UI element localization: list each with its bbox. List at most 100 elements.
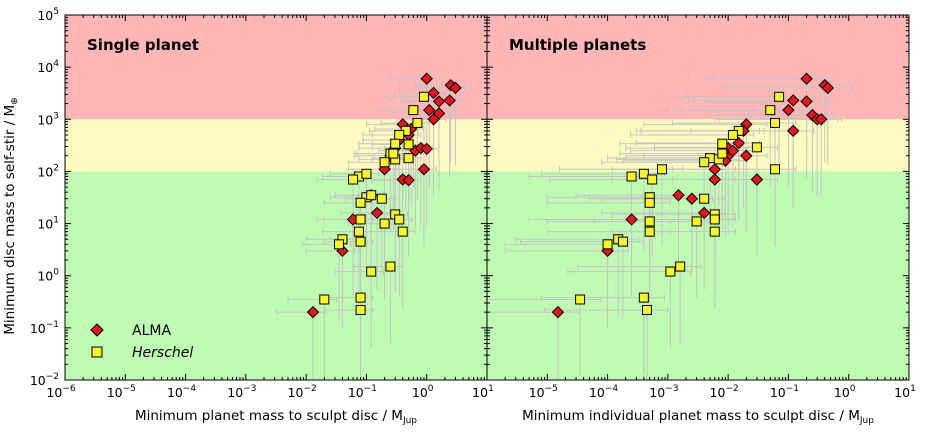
panel-title: Single planet	[87, 36, 199, 54]
point-alma-5	[782, 103, 795, 117]
point-herschel-22	[644, 216, 655, 227]
point-herschel-30	[575, 294, 586, 305]
point-alma-9	[786, 124, 800, 138]
point-herschel-0	[418, 91, 429, 102]
point-herschel-29	[385, 261, 396, 272]
point-alma-16	[726, 144, 740, 157]
x-tick-label: 101	[894, 384, 916, 400]
panel-multiple-planets: 10−5 10−4 10−3 10−2 10−1 100 101 Multiple plan…	[486, 14, 916, 426]
x-axis-label-sub: Jup	[859, 416, 874, 426]
point-herschel-8	[699, 157, 710, 168]
y-axis-label: Minimum disc mass to self-stir / M⊕	[2, 97, 20, 334]
point-herschel-27	[617, 236, 628, 247]
y-tick-label: 100	[37, 268, 59, 284]
y-tick-label: 105	[37, 7, 59, 23]
point-alma-3	[800, 95, 813, 108]
point-alma-2	[449, 81, 462, 95]
point-alma-13	[740, 149, 753, 162]
x-tick-label: 100	[412, 384, 434, 400]
point-herschel-23	[353, 226, 364, 237]
point-herschel-3	[412, 117, 423, 128]
point-alma-0	[800, 72, 813, 85]
point-herschel-31	[355, 292, 366, 303]
x-tick-label: 10−5	[107, 384, 136, 400]
point-alma-20	[750, 173, 764, 186]
point-herschel-6	[403, 139, 414, 150]
y-tick-label: 102	[37, 163, 59, 179]
point-herschel-13	[638, 168, 649, 179]
point-herschel-1	[765, 105, 776, 116]
point-herschel-23	[644, 226, 655, 237]
x-tick-label: 10−4	[167, 384, 196, 400]
legend: ALMA Herschel	[90, 323, 193, 361]
point-herschel-11	[717, 148, 728, 159]
point-herschel-1	[408, 105, 419, 116]
point-alma-22	[672, 188, 685, 202]
point-herschel-4	[394, 129, 405, 140]
point-herschel-15	[647, 174, 658, 185]
x-axis-label-sub: Jup	[402, 416, 417, 426]
zone-mid	[487, 119, 909, 172]
y-tick-label: 101	[37, 216, 59, 232]
point-herschel-3	[770, 117, 781, 128]
y-axis-label-sub: ⊕	[10, 97, 20, 105]
point-alma-5	[443, 94, 456, 107]
point-herschel-26	[602, 239, 613, 250]
point-herschel-27	[355, 236, 366, 247]
point-alma-3	[427, 86, 440, 100]
point-alma-6	[423, 103, 436, 117]
point-herschel-22	[355, 214, 366, 225]
point-herschel-18	[366, 190, 377, 201]
point-herschel-10	[403, 153, 414, 164]
legend-marker-herschel	[91, 346, 103, 358]
point-alma-24	[625, 213, 638, 226]
point-alma-26	[551, 305, 565, 319]
point-herschel-24	[709, 226, 720, 237]
point-herschel-8	[379, 157, 390, 168]
point-herschel-31	[638, 292, 649, 303]
point-alma-2	[821, 81, 835, 95]
point-herschel-24	[397, 226, 408, 237]
zone-mid	[65, 119, 487, 172]
x-tick-label: 101	[472, 384, 494, 400]
x-tick-label: 10−3	[227, 384, 256, 400]
point-herschel-17	[355, 197, 366, 208]
panel-title: Multiple planets	[509, 36, 646, 54]
point-alma-12	[732, 136, 745, 150]
point-herschel-10	[770, 164, 781, 175]
point-alma-22	[370, 206, 384, 220]
panel-single-planet: 10−6 10−5 10−4 10−3 10−2 10−1 100 101 10−2 10−1 10…	[30, 7, 494, 426]
x-tick-label: 10−1	[770, 384, 799, 400]
x-tick-label: 10−4	[589, 384, 618, 400]
point-herschel-14	[348, 174, 359, 185]
x-tick-label: 10−2	[710, 384, 739, 400]
point-herschel-14	[657, 164, 668, 175]
point-alma-19	[417, 163, 431, 176]
y-tick-label: 10−1	[30, 320, 59, 336]
point-alma-21	[402, 173, 415, 187]
point-herschel-20	[709, 214, 720, 225]
point-herschel-17	[699, 193, 710, 204]
point-alma-25	[306, 305, 320, 319]
point-herschel-30	[319, 294, 330, 305]
x-tick-label: 10−3	[649, 384, 678, 400]
legend-marker-alma	[90, 323, 104, 337]
point-alma-10	[427, 113, 440, 126]
zone-low	[65, 171, 487, 380]
plot-frame	[486, 14, 910, 381]
point-alma-8	[815, 113, 828, 126]
x-tick-label: 100	[834, 384, 856, 400]
point-herschel-0	[774, 91, 785, 102]
point-herschel-28	[665, 266, 676, 277]
legend-label-alma: ALMA	[132, 323, 171, 339]
point-herschel-4	[727, 129, 738, 140]
y-tick-label: 104	[37, 59, 59, 75]
point-herschel-32	[355, 305, 366, 316]
point-herschel-16	[376, 193, 387, 204]
point-herschel-20	[394, 214, 405, 225]
x-axis-label: Minimum planet mass to sculpt disc / MJu…	[135, 408, 417, 426]
x-axis-label: Minimum individual planet mass to sculpt…	[522, 408, 874, 426]
point-herschel-26	[333, 239, 344, 250]
y-tick-label: 103	[37, 111, 59, 127]
